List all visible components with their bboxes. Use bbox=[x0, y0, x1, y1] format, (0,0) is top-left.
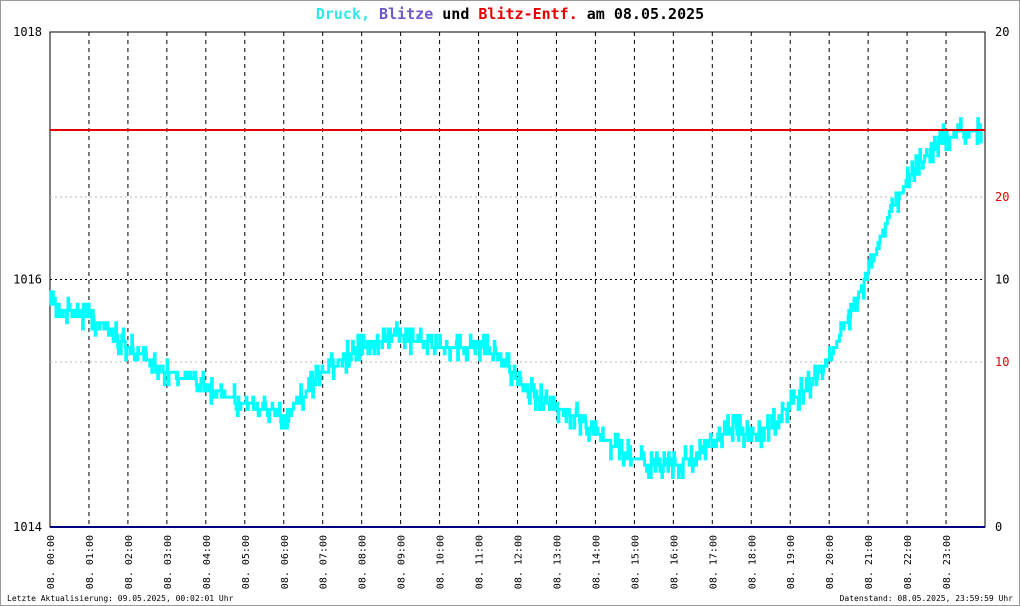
y-right-tick-label: 20 bbox=[995, 25, 1009, 39]
footer-last-update: Letzte Aktualisierung: 09.05.2025, 00:02… bbox=[7, 594, 234, 603]
x-tick-label: 08. 00:00 bbox=[46, 535, 57, 589]
x-tick-label: 08. 22:00 bbox=[903, 535, 914, 589]
x-tick-label: 08. 03:00 bbox=[163, 535, 174, 589]
x-tick-label: 08. 16:00 bbox=[669, 535, 680, 589]
x-tick-label: 08. 08:00 bbox=[358, 535, 369, 589]
y-left-tick-label: 1018 bbox=[13, 25, 42, 39]
y-left-tick-label: 1016 bbox=[13, 273, 42, 287]
x-tick-label: 08. 07:00 bbox=[319, 535, 330, 589]
y-left-tick-label: 1014 bbox=[13, 520, 42, 534]
x-tick-label: 08. 01:00 bbox=[85, 535, 96, 589]
x-tick-label: 08. 05:00 bbox=[241, 535, 252, 589]
y-right-tick-label: 10 bbox=[995, 273, 1009, 287]
footer-data-status: Datenstand: 08.05.2025, 23:59:59 Uhr bbox=[839, 594, 1013, 603]
x-tick-label: 08. 23:00 bbox=[942, 535, 953, 589]
title-blitze: Blitze bbox=[379, 5, 434, 23]
x-tick-label: 08. 13:00 bbox=[552, 535, 563, 589]
y-right-tick-label: 0 bbox=[995, 520, 1002, 534]
x-tick-label: 08. 09:00 bbox=[397, 535, 408, 589]
x-tick-label: 08. 06:00 bbox=[280, 535, 291, 589]
y-right-red-tick-label: 20 bbox=[995, 190, 1009, 204]
x-tick-label: 08. 18:00 bbox=[747, 535, 758, 589]
x-tick-label: 08. 04:00 bbox=[202, 535, 213, 589]
x-tick-label: 08. 15:00 bbox=[630, 535, 641, 589]
title-blitz-entf: Blitz-Entf. bbox=[478, 5, 578, 23]
title-druck: Druck, bbox=[315, 5, 371, 23]
x-tick-label: 08. 17:00 bbox=[708, 535, 719, 589]
chart-title: Druck, Blitze und Blitz-Entf. am 08.05.2… bbox=[1, 5, 1019, 23]
x-tick-label: 08. 12:00 bbox=[514, 535, 525, 589]
x-tick-label: 08. 20:00 bbox=[825, 535, 836, 589]
x-tick-label: 08. 21:00 bbox=[864, 535, 875, 589]
x-tick-label: 08. 14:00 bbox=[591, 535, 602, 589]
series-druck-line bbox=[49, 117, 983, 479]
y-right-red-tick-label: 10 bbox=[995, 355, 1009, 369]
x-tick-label: 08. 10:00 bbox=[436, 535, 447, 589]
x-tick-label: 08. 02:00 bbox=[124, 535, 135, 589]
title-date: am 08.05.2025 bbox=[586, 5, 705, 23]
x-tick-label: 08. 19:00 bbox=[786, 535, 797, 589]
title-und: und bbox=[442, 5, 470, 23]
x-tick-label: 08. 11:00 bbox=[475, 535, 486, 589]
